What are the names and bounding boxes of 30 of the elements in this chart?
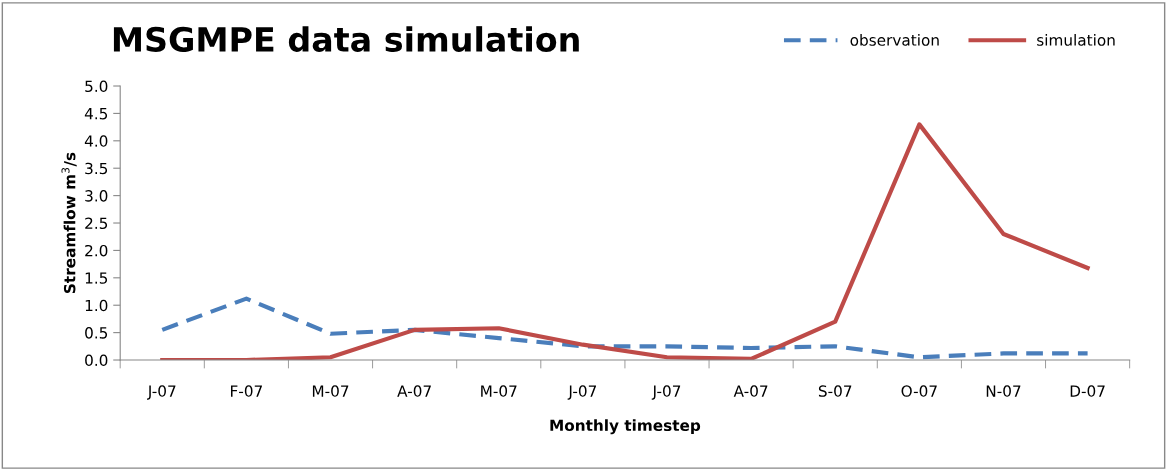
y-tick-label: 1.0 — [85, 299, 108, 312]
x-tick-label: M-07 — [312, 385, 349, 397]
legend-label: simulation — [1037, 34, 1115, 46]
y-tick-label: 0.5 — [85, 327, 108, 339]
x-tick-label: O-07 — [901, 385, 937, 397]
x-tick-label: A-07 — [397, 385, 431, 397]
y-tick-label: 0.0 — [85, 354, 108, 367]
y-tick-label: 2.0 — [85, 244, 108, 257]
y-tick-label: 1.5 — [85, 272, 108, 284]
y-tick-label: 3.5 — [85, 162, 108, 175]
y-tick-label: 4.5 — [84, 108, 108, 120]
y-tick-label: 4.0 — [84, 135, 108, 147]
x-tick-label: M-07 — [481, 385, 517, 397]
chart-title: MSGMPE data simulation — [113, 26, 579, 52]
x-tick-label: N-07 — [986, 385, 1021, 397]
x-axis-title: Monthly timestep — [550, 419, 701, 435]
x-tick-label: A-07 — [733, 385, 768, 397]
x-tick-label: J-07 — [567, 385, 597, 400]
y-tick-label: 3.0 — [85, 190, 108, 202]
line-series — [160, 122, 1090, 361]
line-series — [160, 296, 1090, 360]
x-tick-label: S-07 — [818, 385, 852, 397]
x-tick-label: J-07 — [651, 385, 681, 400]
x-tick-label: D-07 — [1070, 385, 1105, 397]
legend-label: observation — [850, 34, 939, 46]
y-axis-title: Streamflow m$^{3}$/s — [61, 152, 77, 294]
y-tick-label: 2.5 — [85, 217, 108, 230]
x-tick-label: J-07 — [147, 385, 176, 400]
y-tick-label: 5.0 — [85, 80, 108, 93]
x-tick-label: F-07 — [231, 385, 262, 397]
